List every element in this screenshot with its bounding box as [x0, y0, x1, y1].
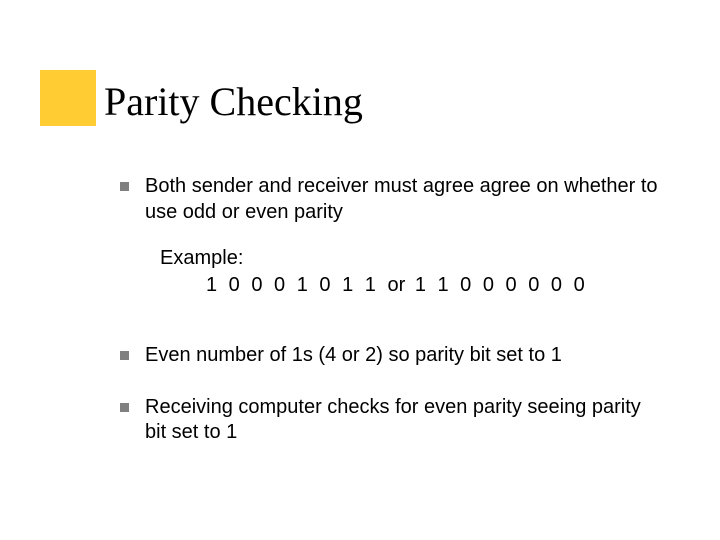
bullet-item: Even number of 1s (4 or 2) so parity bit…: [120, 343, 660, 369]
square-bullet-icon: [120, 182, 129, 191]
slide-body: Both sender and receiver must agree agre…: [120, 174, 660, 472]
or-text: or: [387, 274, 405, 296]
example-block: Example: 1 0 0 0 1 0 1 1 or 1 1 0 0 0 0 …: [160, 245, 660, 299]
bullet-item: Both sender and receiver must agree agre…: [120, 174, 660, 225]
square-bullet-icon: [120, 403, 129, 412]
square-bullet-icon: [120, 351, 129, 360]
bits-b: 1 1 0 0 0 0 0 0: [415, 274, 587, 296]
bits-a: 1 0 0 0 1 0 1 1: [206, 274, 378, 296]
bullet-text: Even number of 1s (4 or 2) so parity bit…: [145, 343, 562, 369]
bullet-text: Receiving computer checks for even parit…: [145, 395, 660, 446]
slide-title: Parity Checking: [104, 78, 363, 125]
title-accent-box: [40, 70, 96, 126]
example-label: Example:: [160, 245, 660, 271]
bullet-item: Receiving computer checks for even parit…: [120, 395, 660, 446]
bullet-text: Both sender and receiver must agree agre…: [145, 174, 660, 225]
slide: Parity Checking Both sender and receiver…: [0, 0, 720, 540]
example-bits: 1 0 0 0 1 0 1 1 or 1 1 0 0 0 0 0 0: [206, 271, 660, 299]
